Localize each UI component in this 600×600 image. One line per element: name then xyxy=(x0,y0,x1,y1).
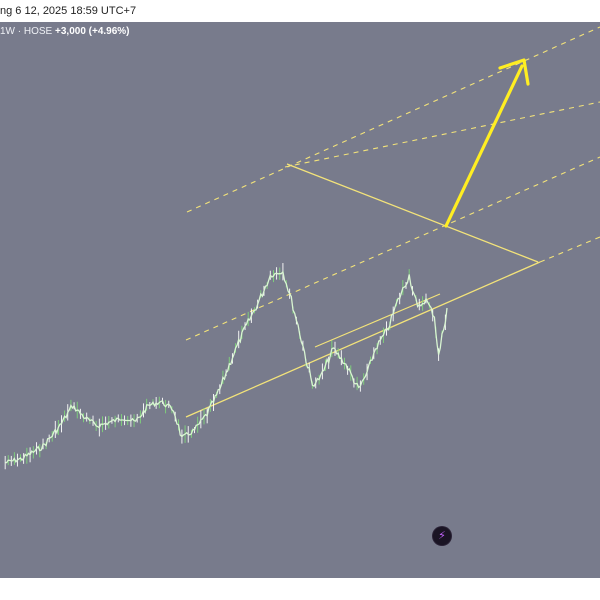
header-bar: ng 6 12, 2025 18:59 UTC+7 xyxy=(0,0,600,22)
timestamp-label: ng 6 12, 2025 18:59 UTC+7 xyxy=(0,5,137,17)
support-line-extension xyxy=(539,236,600,263)
price-change: +3,000 (+4.96%) xyxy=(55,26,130,37)
symbol-interval-exchange: 1W · HOSE xyxy=(0,26,53,37)
symbol-info: 1W · HOSE +3,000 (+4.96%) xyxy=(0,26,130,37)
resistance-line xyxy=(286,163,539,263)
price-line xyxy=(5,270,448,464)
projection-arrow-shaft xyxy=(444,64,524,228)
mid-support-line xyxy=(314,293,441,348)
projection-arrow-head xyxy=(498,58,530,86)
lightning-bolt-icon: ⚡ xyxy=(438,529,446,542)
support-line xyxy=(185,261,541,418)
alert-button[interactable]: ⚡ xyxy=(433,527,451,545)
channel-middle-upper-dashed xyxy=(284,101,600,168)
channel-lines xyxy=(185,26,600,418)
price-series xyxy=(4,263,448,470)
bottom-strip xyxy=(0,578,600,600)
chart-canvas[interactable] xyxy=(0,22,600,570)
projection-arrow xyxy=(444,58,530,228)
chart-area[interactable]: 1W · HOSE +3,000 (+4.96%) ⚡ 201720182019… xyxy=(0,22,600,600)
